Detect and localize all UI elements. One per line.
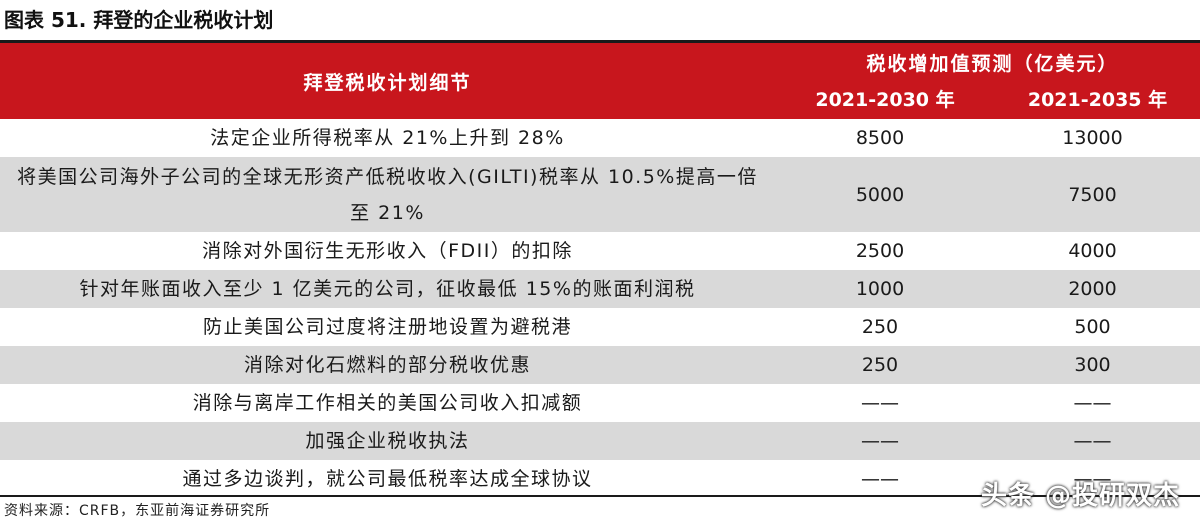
row-value-2030: 8500: [855, 127, 905, 149]
table-row: 消除对外国衍生无形收入（FDII）的扣除 2500 4000: [0, 232, 1200, 270]
row-description: 通过多边谈判，就公司最低税率达成全球协议: [182, 468, 593, 490]
source-note: 资料来源：CRFB，东亚前海证券研究所: [4, 503, 271, 519]
header-forecast-group: 税收增加值预测（亿美元）: [866, 53, 1119, 75]
row-value-2030: 2500: [855, 240, 905, 262]
header-col-2030: 2021-2030 年: [815, 89, 955, 111]
bottom-rule: [0, 495, 1200, 497]
table-row: 加强企业税收执法 —— ——: [0, 422, 1200, 460]
table-row: 消除与离岸工作相关的美国公司收入扣减额 —— ——: [0, 384, 1200, 422]
header-col-2035: 2021-2035 年: [1027, 89, 1168, 111]
figure-title: 图表 51. 拜登的企业税收计划: [4, 8, 274, 32]
top-rule: [0, 40, 1200, 43]
table-row: 针对年账面收入至少 1 亿美元的公司，征收最低 15%的账面利润税 1000 2…: [0, 270, 1200, 308]
header-details: 拜登税收计划细节: [303, 71, 472, 94]
row-value-2030: 5000: [855, 183, 905, 206]
row-value-2035: 2000: [1068, 278, 1117, 300]
row-description: 消除对化石燃料的部分税收优惠: [243, 354, 531, 376]
row-value-2030: 1000: [855, 278, 905, 300]
row-value-2035: 7500: [1068, 183, 1117, 206]
row-value-2035: 300: [1074, 354, 1111, 376]
watermark: 头条 @投研双杰: [980, 481, 1180, 511]
table-header: 拜登税收计划细节 税收增加值预测（亿美元） 2021-2030 年 2021-2…: [0, 43, 1200, 119]
table-row: 防止美国公司过度将注册地设置为避税港 250 500: [0, 308, 1200, 346]
row-value-2030: ——: [861, 468, 899, 490]
table-row: 通过多边谈判，就公司最低税率达成全球协议 —— ——: [0, 460, 1200, 498]
row-value-2035: 13000: [1062, 127, 1123, 149]
row-value-2030: 250: [861, 316, 899, 338]
row-description: 将美国公司海外子公司的全球无形资产低税收收入(GILTI)税率从 10.5%提高…: [17, 165, 758, 224]
table-row: 将美国公司海外子公司的全球无形资产低税收收入(GILTI)税率从 10.5%提高…: [0, 157, 1200, 232]
row-description: 加强企业税收执法: [305, 430, 470, 452]
row-value-2030: 250: [861, 354, 899, 376]
row-value-2035: ——: [1073, 468, 1112, 490]
row-description: 消除与离岸工作相关的美国公司收入扣减额: [192, 392, 583, 414]
row-value-2035: 500: [1074, 316, 1111, 338]
row-description: 针对年账面收入至少 1 亿美元的公司，征收最低 15%的账面利润税: [79, 278, 696, 300]
row-description: 消除对外国衍生无形收入（FDII）的扣除: [202, 240, 573, 262]
table-body: 法定企业所得税率从 21%上升到 28% 8500 13000 将美国公司海外子…: [0, 119, 1200, 498]
row-description: 法定企业所得税率从 21%上升到 28%: [210, 127, 565, 149]
row-value-2035: ——: [1073, 392, 1112, 414]
table-row: 消除对化石燃料的部分税收优惠 250 300: [0, 346, 1200, 384]
row-value-2030: ——: [861, 392, 899, 414]
table-row: 法定企业所得税率从 21%上升到 28% 8500 13000: [0, 119, 1200, 157]
row-value-2035: ——: [1073, 430, 1112, 452]
row-description: 防止美国公司过度将注册地设置为避税港: [202, 316, 572, 338]
row-value-2035: 4000: [1068, 240, 1117, 262]
row-value-2030: ——: [861, 430, 899, 452]
